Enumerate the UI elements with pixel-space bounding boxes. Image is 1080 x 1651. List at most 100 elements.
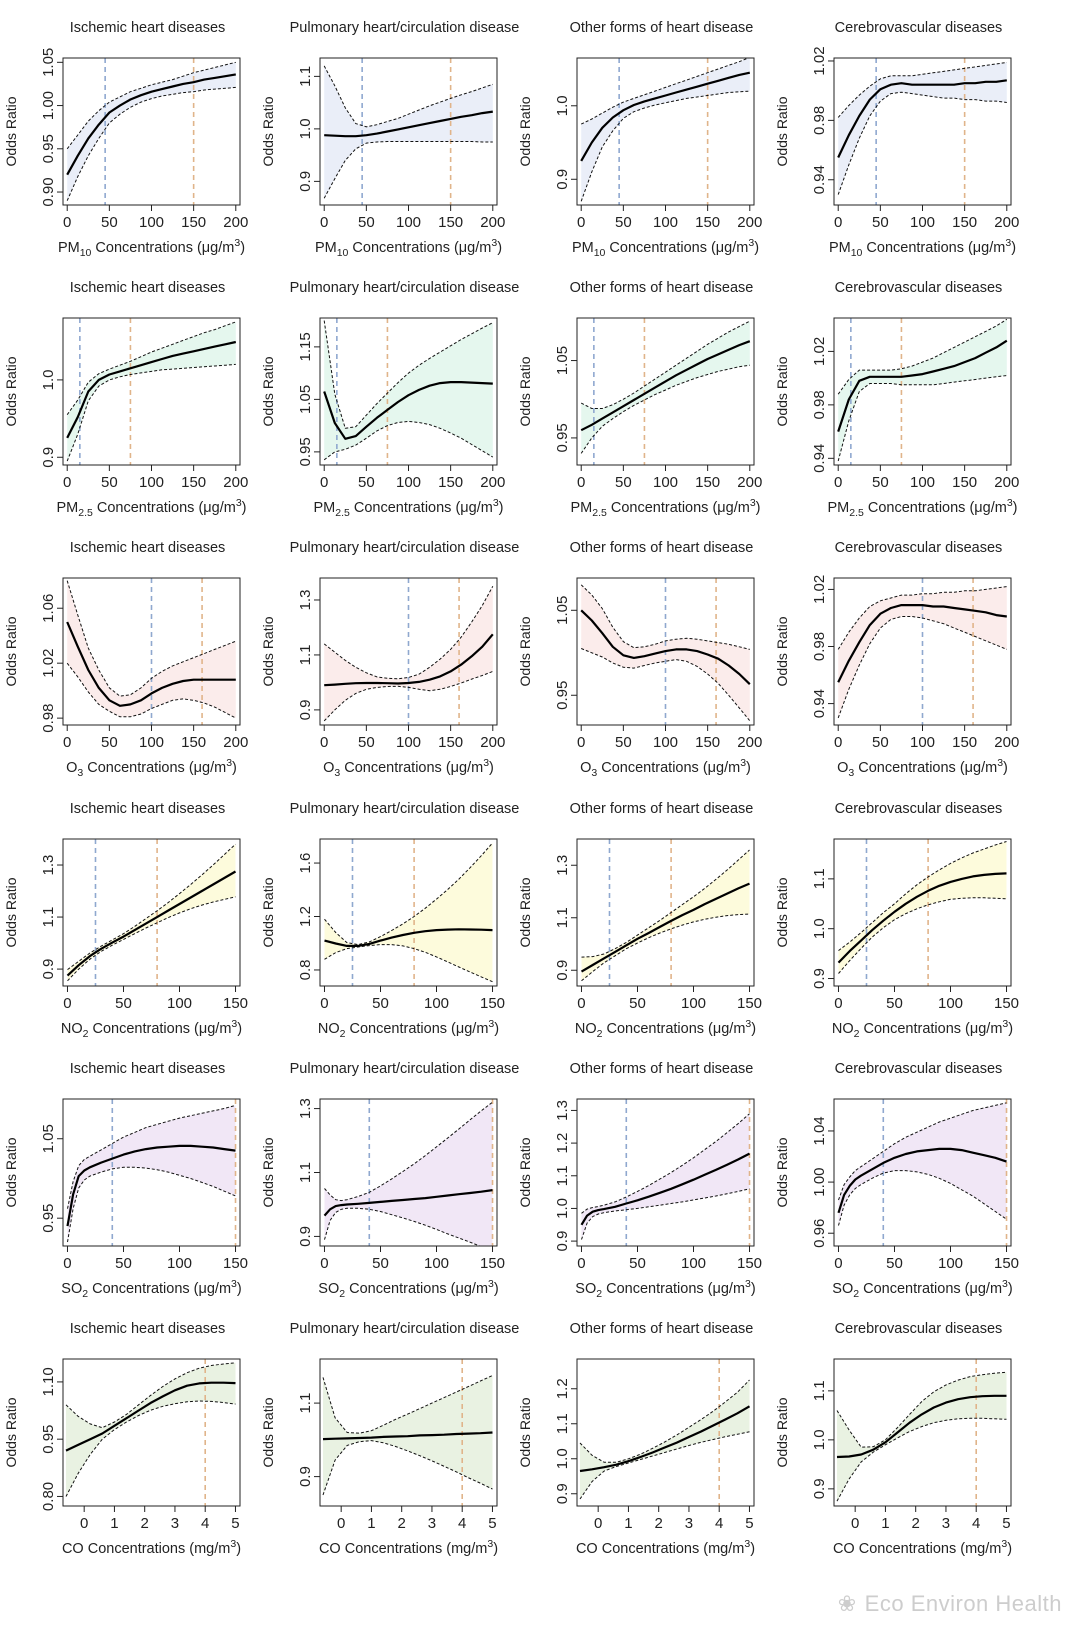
x-axis-title-end: ) [750, 1541, 755, 1557]
x-axis-title-end: ) [751, 1281, 756, 1297]
x-axis-title-rest: Concentrations (μg/m [859, 1281, 1002, 1297]
y-axis-title: Odds Ratio [3, 1137, 19, 1207]
odds-ratio-line [324, 928, 493, 947]
odds-ratio-line [580, 882, 750, 973]
plot-area [580, 578, 751, 725]
y-axis-title: Odds Ratio [260, 1137, 276, 1207]
x-axis-title-end: ) [232, 760, 237, 776]
ci-upper-line [581, 1113, 750, 1214]
panel-title: Ischemic heart diseases [70, 20, 226, 36]
y-tick-label: 1.3 [554, 855, 571, 876]
confidence-band [581, 58, 750, 202]
plot-frame [576, 1358, 755, 1507]
odds-ratio-line [322, 1431, 493, 1441]
confidence-band [581, 321, 750, 454]
y-tick-label: 0.8 [297, 960, 314, 981]
x-axis-title-sub: 3 [848, 767, 854, 779]
x-tick-label: 0 [63, 995, 71, 1012]
y-tick-label: 0.9 [297, 171, 314, 192]
x-axis-title-main: O [580, 760, 591, 776]
odds-ratio-line [324, 633, 494, 687]
x-axis-title-rest: Concentrations (μg/m [854, 760, 997, 776]
confidence-band [837, 1372, 1007, 1502]
x-tick-label: 4 [201, 1515, 209, 1532]
x-tick-label: 100 [396, 214, 421, 231]
confidence-band [67, 580, 236, 719]
ci-lower-line [837, 616, 1007, 719]
odds-ratio-line [580, 340, 751, 432]
y-tick-label: 1.02 [811, 575, 828, 604]
y-axis-title: Odds Ratio [774, 96, 790, 166]
x-axis-title-rest: Concentrations (μg/m [859, 1021, 1002, 1037]
y-tick-label: 1.3 [297, 1098, 314, 1119]
x-tick-label: 150 [480, 1255, 505, 1272]
x-axis-title: SO2 Concentrations (μg/m3) [575, 1278, 755, 1300]
y-axis-title: Odds Ratio [517, 1137, 533, 1207]
x-axis-title-rest: Concentrations (μg/m [88, 1281, 231, 1297]
x-axis-title-end: ) [1008, 1281, 1013, 1297]
odds-ratio-line [837, 604, 1007, 683]
odds-ratio-line [580, 609, 751, 685]
y-tick-label: 0.9 [811, 1478, 828, 1499]
ci-upper-line [580, 58, 750, 125]
panel-title: Other forms of heart disease [570, 20, 754, 36]
ci-upper-line [66, 321, 236, 415]
x-axis-title-main: CO Concentrations (mg/m [319, 1541, 487, 1557]
x-axis-title-rest: Concentrations (μg/m [345, 1021, 488, 1037]
panel-no2-3: 0 50 100 150 0.9 1.1 1.3 Odds Ratio Other forms … [517, 801, 762, 1040]
plot-area [580, 58, 751, 205]
x-axis-title-sup: 3 [1005, 237, 1011, 249]
y-axis-title: Odds Ratio [3, 96, 19, 166]
y-tick-label: 0.9 [40, 447, 57, 468]
y-tick-label: 0.98 [811, 106, 828, 135]
x-axis-title-sup: 3 [236, 497, 242, 509]
y-tick-label: 0.98 [811, 632, 828, 661]
panel-pm25-1: 0 50 100 150 200 0.9 1.0 Odds Ratio Ischemic hea… [3, 280, 248, 519]
y-tick-label: 0.95 [40, 1425, 57, 1454]
y-axis-title: Odds Ratio [517, 616, 533, 686]
odds-ratio-line [66, 870, 237, 977]
x-axis-title-main: NO [61, 1021, 83, 1037]
y-axis-title: Odds Ratio [517, 96, 533, 166]
x-axis-title-sup: 3 [234, 237, 240, 249]
x-axis-title-rest: Concentrations (μg/m [607, 500, 750, 516]
panel-so2-4: 0 50 100 150 0.96 1.00 1.04 Odds Ratio Cerebrova… [774, 1061, 1019, 1300]
x-axis-title-end: ) [494, 1281, 499, 1297]
panel-title: Pulmonary heart/circulation disease [290, 540, 520, 556]
x-tick-label: 3 [942, 1515, 950, 1532]
ci-lower-line [323, 670, 493, 722]
y-axis-title: Odds Ratio [774, 1397, 790, 1467]
ci-upper-line [323, 65, 493, 128]
y-axis-title: Odds Ratio [774, 616, 790, 686]
x-tick-label: 150 [223, 995, 248, 1012]
panel-no2-4: 0 50 100 150 0.9 1.0 1.1 Odds Ratio Cerebrovascu… [774, 801, 1019, 1040]
x-tick-label: 0 [834, 1255, 842, 1272]
x-axis-title-rest: Concentrations (μg/m [602, 1281, 745, 1297]
x-axis-title-main: PM [57, 500, 79, 516]
y-tick-label: 1.3 [297, 590, 314, 611]
panel-pm10-4: 0 50 100 150 200 0.94 0.98 1.02 Odds Ratio Cerebr… [774, 20, 1019, 259]
plot-frame [833, 1358, 1012, 1507]
x-axis-title-sup: 3 [748, 237, 754, 249]
x-tick-label: 50 [615, 214, 632, 231]
x-tick-label: 200 [994, 474, 1019, 491]
x-tick-label: 50 [872, 214, 889, 231]
y-tick-label: 1.3 [554, 1100, 571, 1121]
x-axis-title-main: PM [314, 500, 336, 516]
x-axis-title-rest: Concentrations (μg/m [350, 500, 493, 516]
x-tick-label: 200 [223, 214, 248, 231]
y-tick-label: 0.9 [297, 1466, 314, 1487]
x-tick-label: 100 [653, 734, 678, 751]
y-tick-label: 0.9 [811, 968, 828, 989]
x-tick-label: 200 [737, 214, 762, 231]
plot-frame [576, 1098, 755, 1247]
panel-title: Ischemic heart diseases [70, 1061, 226, 1077]
ci-upper-line [67, 843, 236, 971]
x-tick-label: 150 [952, 214, 977, 231]
odds-ratio-line [66, 1144, 236, 1227]
plot-frame [833, 838, 1012, 987]
x-tick-label: 2 [912, 1515, 920, 1532]
y-axis-title: Odds Ratio [3, 356, 19, 426]
x-axis-title-end: ) [497, 240, 502, 256]
x-tick-label: 50 [886, 1255, 903, 1272]
